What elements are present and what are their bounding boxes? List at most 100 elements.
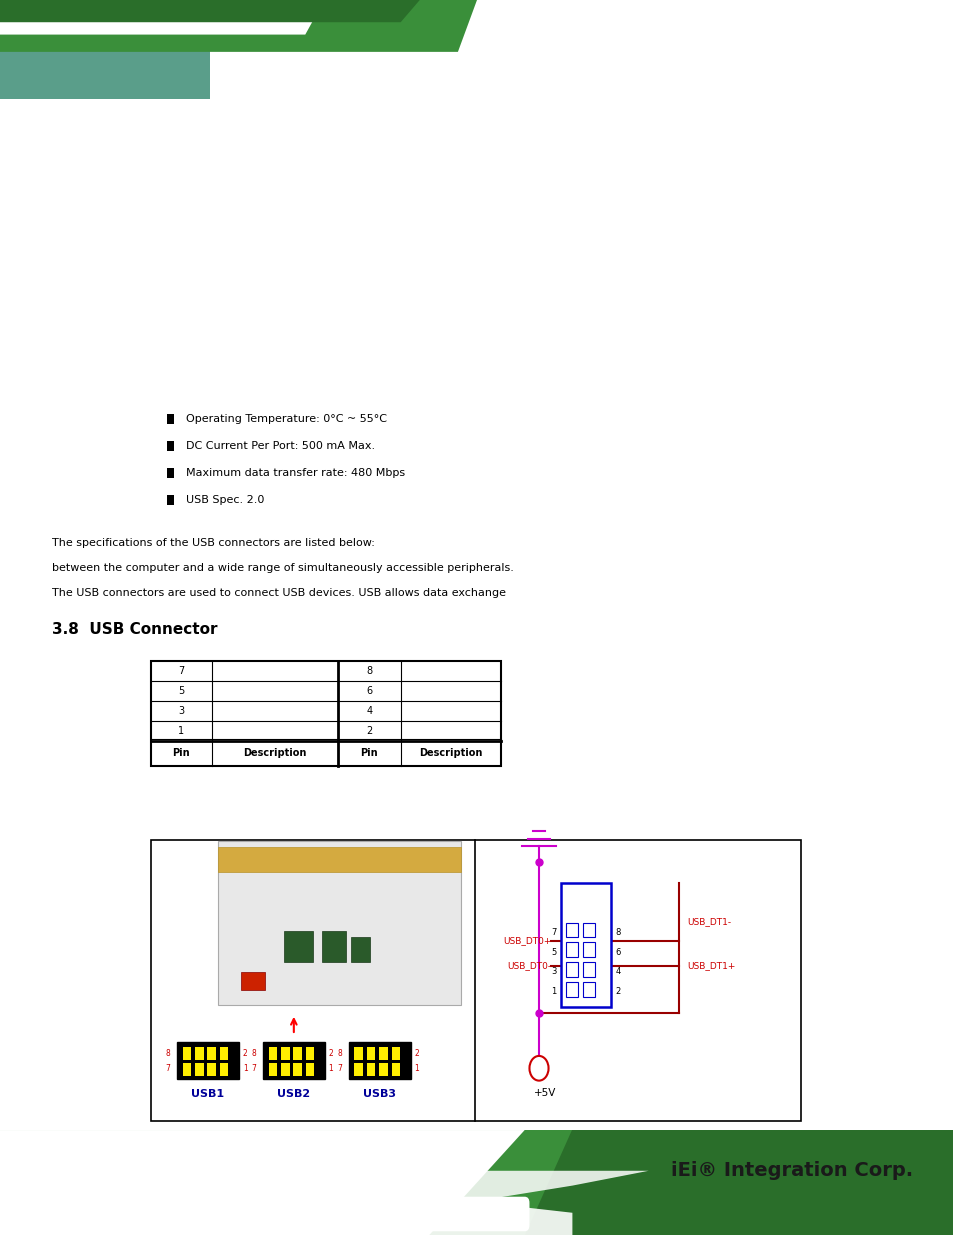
Text: USB2: USB2	[277, 1089, 310, 1099]
Text: USB_DT0-: USB_DT0-	[507, 961, 551, 971]
Polygon shape	[0, 1171, 648, 1198]
Bar	[0, 0, 953, 99]
Text: 1: 1	[328, 1063, 333, 1073]
Text: 2: 2	[615, 987, 620, 997]
Text: Description: Description	[243, 748, 306, 758]
Polygon shape	[400, 1130, 953, 1235]
Text: USB3: USB3	[363, 1089, 395, 1099]
FancyBboxPatch shape	[0, 1197, 529, 1231]
Bar	[151, 840, 801, 1121]
Bar	[194, 1063, 204, 1076]
Text: Pin: Pin	[360, 748, 377, 758]
Bar	[582, 923, 595, 937]
Bar	[565, 923, 578, 937]
Polygon shape	[0, 0, 324, 35]
Bar	[367, 1047, 375, 1060]
Bar	[582, 942, 595, 957]
Bar	[194, 1047, 204, 1060]
Bar	[167, 468, 173, 478]
Text: 7: 7	[178, 666, 184, 676]
Bar	[355, 1047, 363, 1060]
Bar	[565, 942, 578, 957]
Bar	[219, 1063, 229, 1076]
Text: 6: 6	[366, 685, 372, 695]
Bar	[379, 1063, 388, 1076]
Bar	[322, 931, 346, 962]
Bar	[167, 441, 173, 451]
Text: 8: 8	[166, 1049, 170, 1058]
Text: Operating Temperature: 0°C ~ 55°C: Operating Temperature: 0°C ~ 55°C	[186, 414, 387, 424]
Polygon shape	[524, 1130, 953, 1235]
Text: The USB connectors are used to connect USB devices. USB allows data exchange: The USB connectors are used to connect U…	[52, 588, 506, 598]
Text: 4: 4	[615, 967, 620, 977]
Text: 2: 2	[414, 1049, 418, 1058]
Bar	[0, 1130, 953, 1235]
Text: Maximum data transfer rate: 480 Mbps: Maximum data transfer rate: 480 Mbps	[186, 468, 405, 478]
Text: 5: 5	[550, 947, 556, 957]
Text: 3: 3	[178, 706, 184, 716]
Bar	[294, 1063, 301, 1076]
Text: 7: 7	[165, 1063, 170, 1073]
Text: 3.8  USB Connector: 3.8 USB Connector	[52, 622, 217, 637]
Text: between the computer and a wide range of simultaneously accessible peripherals.: between the computer and a wide range of…	[52, 563, 514, 573]
Text: +5V: +5V	[534, 1088, 556, 1098]
Bar	[565, 982, 578, 997]
Bar	[208, 1047, 215, 1060]
Bar	[367, 1063, 375, 1076]
Text: USB_DT1+: USB_DT1+	[686, 961, 735, 971]
Text: 1: 1	[178, 726, 184, 736]
Text: 4: 4	[366, 706, 372, 716]
Bar	[151, 661, 500, 766]
Bar	[182, 1047, 191, 1060]
Bar	[294, 1047, 301, 1060]
Bar	[391, 1047, 400, 1060]
Bar	[582, 982, 595, 997]
Text: 3: 3	[550, 967, 556, 977]
Bar	[268, 1047, 276, 1060]
Polygon shape	[0, 1130, 524, 1235]
Text: 5: 5	[178, 685, 184, 695]
Text: 8: 8	[615, 927, 620, 937]
Bar	[391, 1063, 400, 1076]
Bar	[305, 1047, 314, 1060]
Bar	[219, 1047, 229, 1060]
Bar	[582, 962, 595, 977]
Bar	[305, 1063, 314, 1076]
Text: 8: 8	[252, 1049, 255, 1058]
Text: 2: 2	[366, 726, 372, 736]
Text: iEi® Integration Corp.: iEi® Integration Corp.	[670, 1161, 912, 1181]
Text: 1: 1	[242, 1063, 247, 1073]
Text: USB1: USB1	[192, 1089, 224, 1099]
Circle shape	[529, 1056, 548, 1081]
Text: The specifications of the USB connectors are listed below:: The specifications of the USB connectors…	[52, 538, 375, 548]
Text: Pin: Pin	[172, 748, 190, 758]
Bar	[351, 937, 370, 962]
Bar	[565, 962, 578, 977]
Text: 7: 7	[550, 927, 556, 937]
Text: 6: 6	[615, 947, 620, 957]
Text: Description: Description	[418, 748, 482, 758]
Text: USB Spec. 2.0: USB Spec. 2.0	[186, 495, 264, 505]
Bar	[268, 1063, 276, 1076]
Text: 7: 7	[251, 1063, 255, 1073]
Bar	[217, 847, 460, 872]
Text: 7: 7	[336, 1063, 342, 1073]
Text: 8: 8	[337, 1049, 342, 1058]
Text: 2: 2	[328, 1049, 333, 1058]
Text: USB_DT0+: USB_DT0+	[502, 936, 551, 946]
Bar	[167, 495, 173, 505]
Text: USB_DT1-: USB_DT1-	[686, 916, 730, 926]
Text: DC Current Per Port: 500 mA Max.: DC Current Per Port: 500 mA Max.	[186, 441, 375, 451]
Bar	[560, 883, 610, 1007]
Bar	[241, 972, 265, 990]
Text: 8: 8	[366, 666, 372, 676]
Bar	[167, 414, 173, 424]
Text: 1: 1	[550, 987, 556, 997]
Bar	[208, 1063, 215, 1076]
Polygon shape	[0, 0, 419, 22]
Bar	[349, 1042, 411, 1079]
Bar	[280, 1063, 290, 1076]
Polygon shape	[0, 1204, 572, 1235]
Text: 1: 1	[414, 1063, 418, 1073]
Bar	[355, 1063, 363, 1076]
